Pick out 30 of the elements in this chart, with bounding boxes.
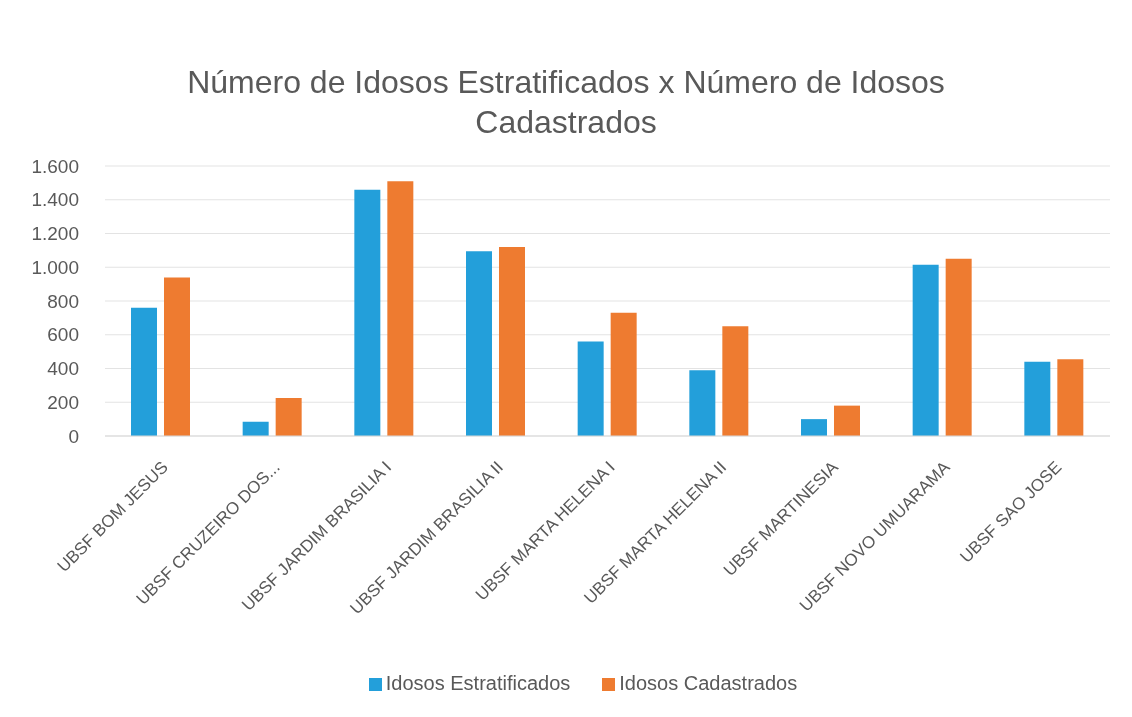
y-tick-label: 400 bbox=[47, 358, 79, 380]
bar bbox=[242, 421, 269, 436]
bar bbox=[466, 251, 492, 436]
y-tick-label: 1.000 bbox=[31, 256, 79, 278]
y-tick-label: 1.400 bbox=[31, 189, 79, 211]
y-tick-label: 200 bbox=[47, 391, 79, 413]
bar bbox=[689, 370, 716, 436]
bar bbox=[131, 307, 157, 436]
bar bbox=[912, 264, 939, 436]
bar bbox=[387, 181, 414, 436]
y-tick-label: 1.200 bbox=[31, 223, 79, 245]
bar bbox=[834, 405, 860, 436]
bar bbox=[354, 189, 381, 436]
y-tick-label: 800 bbox=[47, 290, 79, 312]
legend-label: Idosos Cadastrados bbox=[619, 672, 798, 694]
bar bbox=[164, 277, 190, 436]
y-tick-label: 600 bbox=[47, 324, 79, 346]
y-tick-label: 0 bbox=[68, 425, 79, 447]
bar bbox=[577, 341, 604, 436]
legend-label: Idosos Estratificados bbox=[385, 672, 571, 694]
bar bbox=[275, 398, 302, 436]
chart-title: Número de Idosos Estratificados x Número de Idosos Cadastrados bbox=[186, 63, 946, 142]
y-tick-label: 1.600 bbox=[31, 155, 79, 177]
bar bbox=[945, 258, 972, 436]
bar bbox=[1024, 361, 1051, 436]
bar bbox=[801, 419, 827, 436]
bar bbox=[1057, 359, 1084, 436]
bar bbox=[610, 312, 637, 436]
bar bbox=[499, 247, 525, 436]
bar bbox=[722, 326, 749, 436]
